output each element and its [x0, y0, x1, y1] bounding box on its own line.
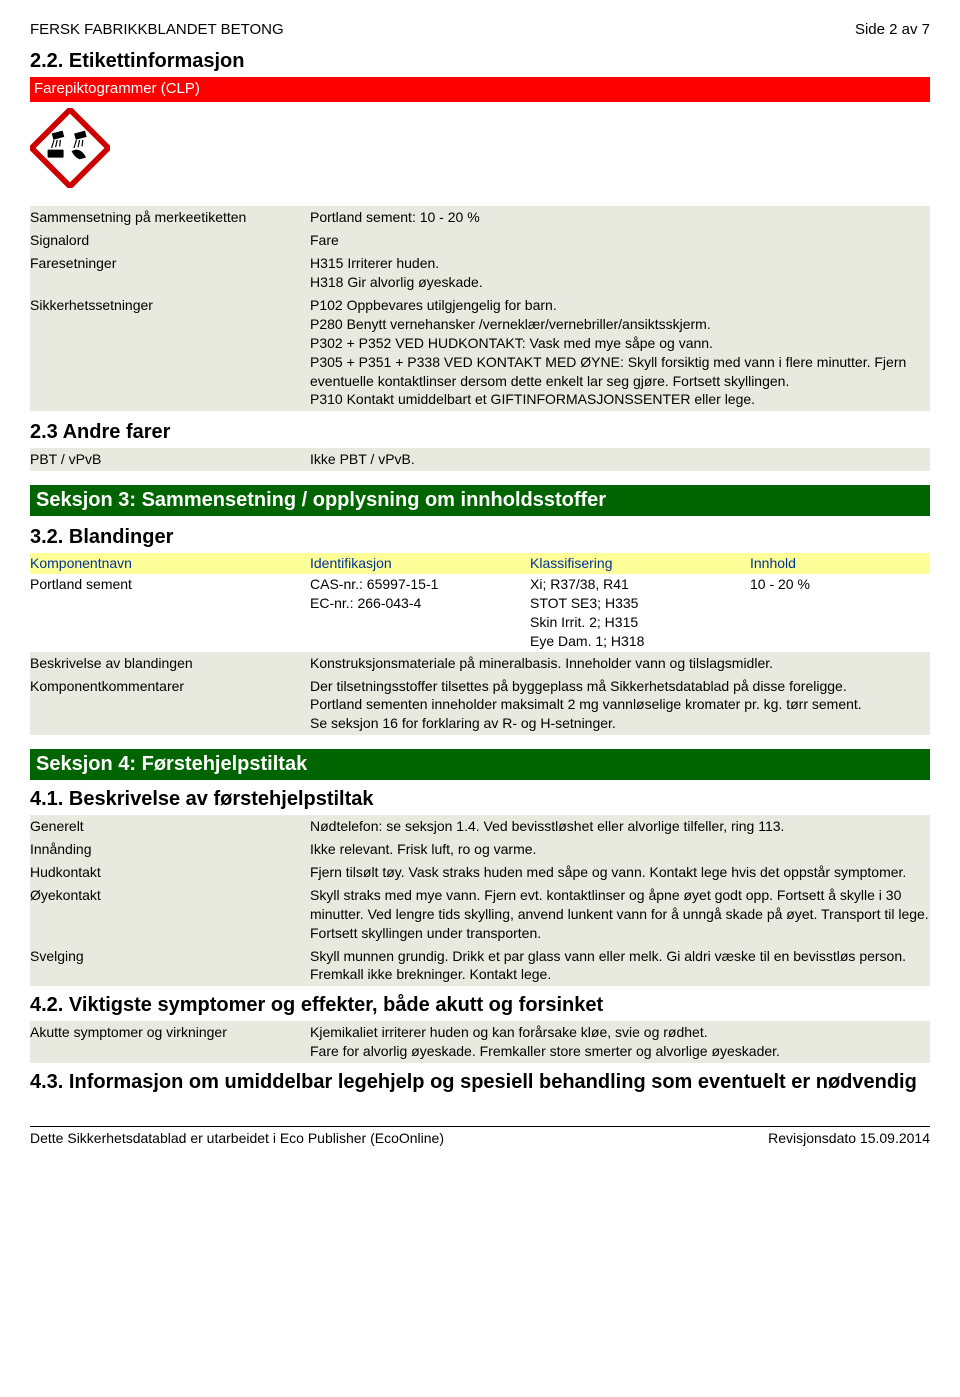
- label-sikkerhetssetninger: Sikkerhetssetninger: [30, 295, 310, 316]
- value-sammensetning: Portland sement: 10 - 20 %: [310, 207, 930, 228]
- th-identifikasjon: Identifikasjon: [310, 554, 530, 573]
- label-generelt: Generelt: [30, 816, 310, 837]
- label-pbt: PBT / vPvB: [30, 449, 310, 470]
- label-komponentkommentarer: Komponentkommentarer: [30, 676, 310, 697]
- section-4-2-heading: 4.2. Viktigste symptomer og effekter, bå…: [30, 992, 930, 1019]
- label-beskrivelse: Beskrivelse av blandingen: [30, 653, 310, 674]
- value-hudkontakt: Fjern tilsølt tøy. Vask straks huden med…: [310, 862, 930, 883]
- section-4-1-heading: 4.1. Beskrivelse av førstehjelpstiltak: [30, 786, 930, 813]
- value-sikkerhetssetninger: P102 Oppbevares utilgjengelig for barn.P…: [310, 295, 930, 410]
- value-signalord: Fare: [310, 230, 930, 251]
- value-akutte: Kjemikaliet irriterer huden og kan forår…: [310, 1022, 930, 1062]
- row-komponentkommentarer: Komponentkommentarer Der tilsetningsstof…: [30, 675, 930, 736]
- section-3-bar: Seksjon 3: Sammensetning / opplysning om…: [30, 485, 930, 516]
- label-innanding: Innånding: [30, 839, 310, 860]
- label-signalord: Signalord: [30, 230, 310, 251]
- th-klassifisering: Klassifisering: [530, 554, 750, 573]
- td-cls: Xi; R37/38, R41STOT SE3; H335Skin Irrit.…: [530, 575, 750, 651]
- row-pbt: PBT / vPvB Ikke PBT / vPvB.: [30, 448, 930, 471]
- value-oyekontakt: Skyll straks med mye vann. Fjern evt. ko…: [310, 885, 930, 944]
- doc-title: FERSK FABRIKKBLANDET BETONG: [30, 20, 284, 40]
- label-hudkontakt: Hudkontakt: [30, 862, 310, 883]
- label-sammensetning: Sammensetning på merkeetiketten: [30, 207, 310, 228]
- row-faresetninger: Faresetninger H315 Irriterer huden.H318 …: [30, 252, 930, 294]
- corrosion-icon: [30, 108, 110, 188]
- page-header: FERSK FABRIKKBLANDET BETONG Side 2 av 7: [30, 20, 930, 40]
- row-sammensetning: Sammensetning på merkeetiketten Portland…: [30, 206, 930, 229]
- value-beskrivelse: Konstruksjonsmateriale på mineralbasis. …: [310, 653, 930, 674]
- section-3-2-heading: 3.2. Blandinger: [30, 524, 930, 551]
- row-generelt: Generelt Nødtelefon: se seksjon 1.4. Ved…: [30, 815, 930, 838]
- component-table-header: Komponentnavn Identifikasjon Klassifiser…: [30, 553, 930, 574]
- row-innanding: Innånding Ikke relevant. Frisk luft, ro …: [30, 838, 930, 861]
- red-bar-farepiktogrammer: Farepiktogrammer (CLP): [30, 77, 930, 101]
- td-inn: 10 - 20 %: [750, 575, 930, 651]
- row-svelging: Svelging Skyll munnen grundig. Drikk et …: [30, 945, 930, 987]
- row-beskrivelse: Beskrivelse av blandingen Konstruksjonsm…: [30, 652, 930, 675]
- th-innhold: Innhold: [750, 554, 930, 573]
- value-faresetninger: H315 Irriterer huden.H318 Gir alvorlig ø…: [310, 253, 930, 293]
- page-footer: Dette Sikkerhetsdatablad er utarbeidet i…: [30, 1127, 930, 1148]
- label-svelging: Svelging: [30, 946, 310, 967]
- section-2-2-heading: 2.2. Etikettinformasjon: [30, 48, 930, 75]
- component-row-portland: Portland sement CAS-nr.: 65997-15-1EC-nr…: [30, 574, 930, 652]
- ghs-corrosion-pictogram: [30, 108, 930, 193]
- td-id: CAS-nr.: 65997-15-1EC-nr.: 266-043-4: [310, 575, 530, 651]
- row-akutte: Akutte symptomer og virkninger Kjemikali…: [30, 1021, 930, 1063]
- row-signalord: Signalord Fare: [30, 229, 930, 252]
- section-4-3-heading: 4.3. Informasjon om umiddelbar legehjelp…: [30, 1069, 930, 1096]
- section-4-bar: Seksjon 4: Førstehjelpstiltak: [30, 749, 930, 780]
- footer-right: Revisjonsdato 15.09.2014: [768, 1129, 930, 1148]
- value-pbt: Ikke PBT / vPvB.: [310, 449, 930, 470]
- row-oyekontakt: Øyekontakt Skyll straks med mye vann. Fj…: [30, 884, 930, 945]
- value-innanding: Ikke relevant. Frisk luft, ro og varme.: [310, 839, 930, 860]
- label-akutte: Akutte symptomer og virkninger: [30, 1022, 310, 1043]
- row-sikkerhetssetninger: Sikkerhetssetninger P102 Oppbevares util…: [30, 294, 930, 411]
- row-hudkontakt: Hudkontakt Fjern tilsølt tøy. Vask strak…: [30, 861, 930, 884]
- footer-left: Dette Sikkerhetsdatablad er utarbeidet i…: [30, 1129, 444, 1148]
- label-oyekontakt: Øyekontakt: [30, 885, 310, 906]
- page-number: Side 2 av 7: [855, 20, 930, 40]
- td-name: Portland sement: [30, 575, 310, 651]
- label-faresetninger: Faresetninger: [30, 253, 310, 274]
- value-komponentkommentarer: Der tilsetningsstoffer tilsettes på bygg…: [310, 676, 930, 735]
- th-komponentnavn: Komponentnavn: [30, 554, 310, 573]
- section-2-3-heading: 2.3 Andre farer: [30, 419, 930, 446]
- value-svelging: Skyll munnen grundig. Drikk et par glass…: [310, 946, 930, 986]
- value-generelt: Nødtelefon: se seksjon 1.4. Ved bevisstl…: [310, 816, 930, 837]
